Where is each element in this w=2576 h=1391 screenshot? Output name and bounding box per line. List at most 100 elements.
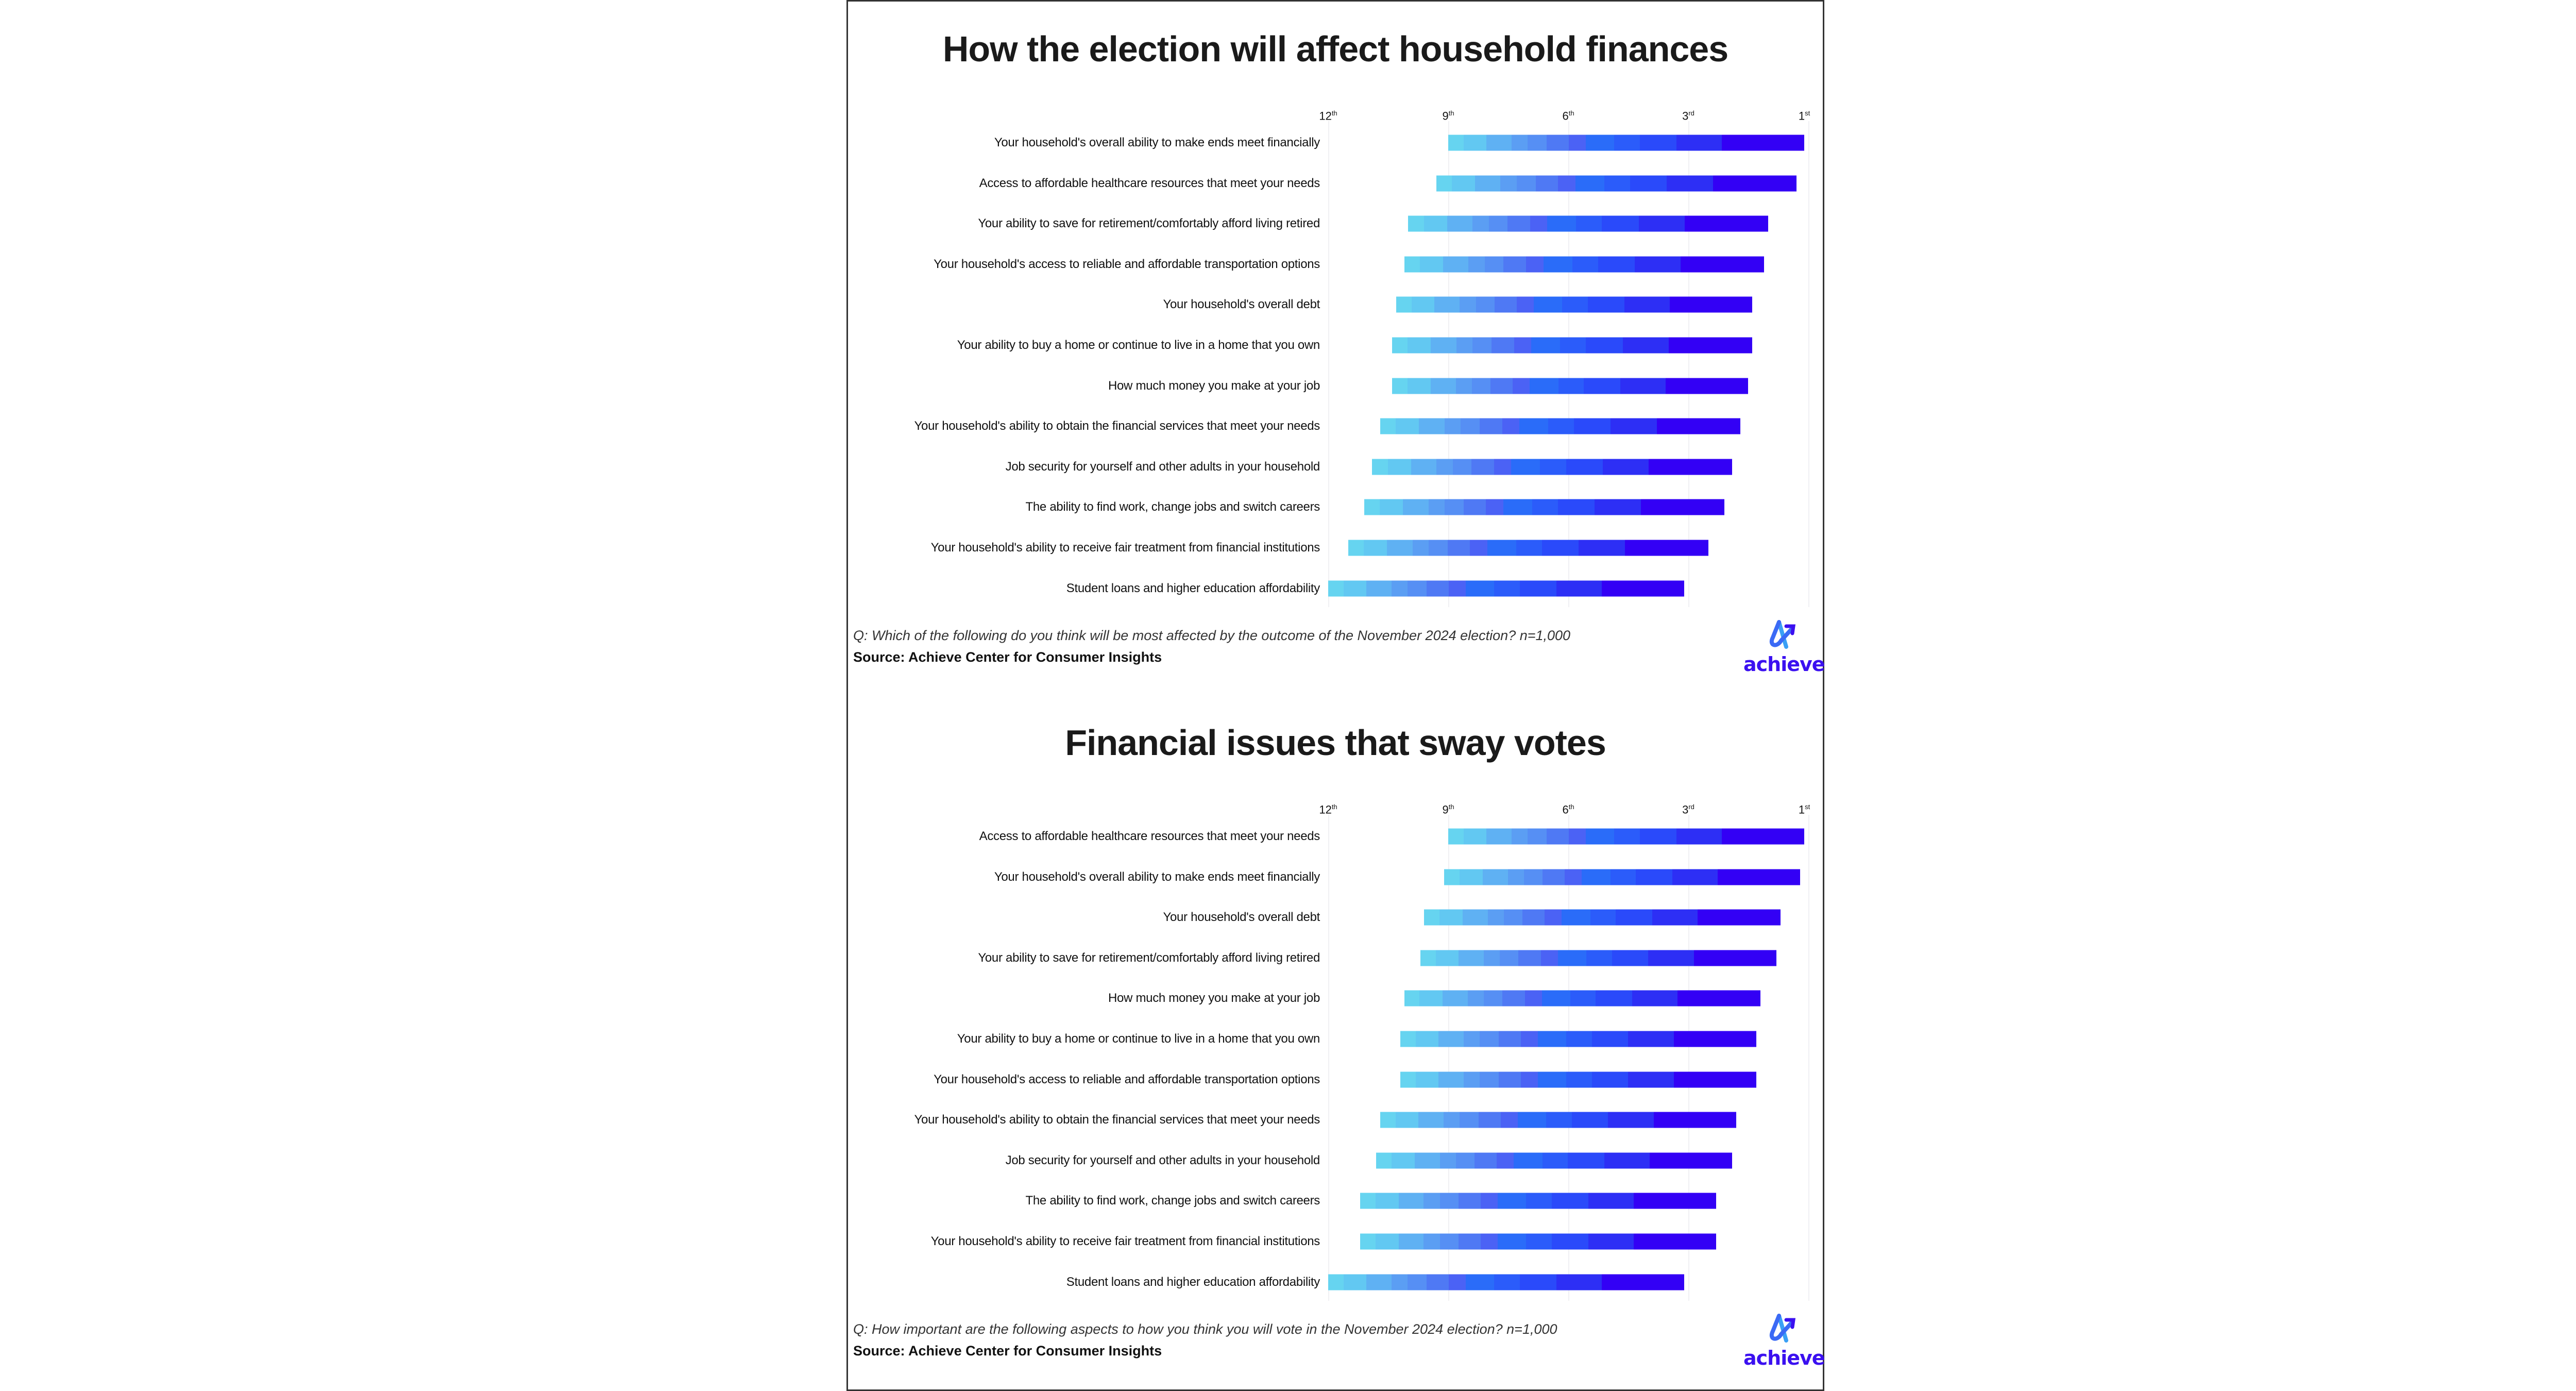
- bar-segment-rank-7: [1568, 135, 1586, 151]
- bar-segment-rank-1: [1436, 175, 1452, 192]
- bar-segment-rank-3: [1486, 135, 1512, 151]
- bar-segment-rank-1: [1408, 215, 1424, 232]
- bar-segment-rank-6: [1498, 1031, 1521, 1047]
- bar-segment-rank-10: [1519, 1274, 1556, 1291]
- bar-segment-rank-2: [1380, 499, 1403, 515]
- tick-suffix: th: [1448, 109, 1454, 117]
- gridline: [1448, 815, 1449, 1301]
- bar-segment-rank-10: [1596, 990, 1633, 1007]
- bar-segment-rank-2: [1392, 1152, 1415, 1169]
- tick-number: 12: [1319, 803, 1332, 816]
- gridline: [1688, 121, 1689, 608]
- bar-segment-rank-12: [1650, 1152, 1733, 1169]
- bar-segment-rank-12: [1698, 909, 1781, 926]
- bar-segment-rank-3: [1387, 540, 1413, 556]
- achieve-arrow-logo-icon: [1770, 620, 1796, 649]
- bar-segment-rank-1: [1380, 1112, 1396, 1128]
- category-label: Student loans and higher education affor…: [1066, 581, 1320, 595]
- bar-segment-rank-8: [1562, 909, 1590, 926]
- bar-segment-rank-7: [1516, 296, 1534, 313]
- bar-segment-rank-12: [1721, 828, 1805, 845]
- bar-segment-rank-2: [1451, 175, 1475, 192]
- stacked-bar: [1364, 499, 1724, 515]
- bar-segment-rank-4: [1472, 215, 1489, 232]
- bar-segment-rank-7: [1502, 418, 1519, 434]
- bar-segment-rank-8: [1517, 1112, 1547, 1128]
- tick-number: 3: [1682, 803, 1689, 816]
- bar-segment-rank-10: [1639, 828, 1676, 845]
- bar-segment-rank-5: [1516, 175, 1536, 192]
- bar-segment-rank-1: [1392, 378, 1408, 394]
- bar-segment-rank-4: [1436, 459, 1453, 475]
- bar-segment-rank-8: [1466, 1274, 1495, 1291]
- stacked-bar: [1392, 337, 1753, 354]
- bar-segment-rank-9: [1562, 296, 1588, 313]
- bar-segment-rank-1: [1404, 256, 1420, 273]
- bar-segment-rank-1: [1444, 869, 1460, 885]
- tick-suffix: st: [1805, 109, 1810, 117]
- bar-segment-rank-5: [1480, 1031, 1499, 1047]
- bar-segment-rank-2: [1343, 1274, 1367, 1291]
- bar-segment-rank-11: [1628, 1031, 1674, 1047]
- stacked-bar: [1420, 950, 1776, 966]
- bar-segment-rank-8: [1557, 950, 1586, 966]
- chart-panel-sway-votes: Financial issues that sway votes 12th 9th 6…: [846, 697, 1825, 1391]
- bar-segment-rank-8: [1511, 459, 1540, 475]
- category-label: Your household's overall debt: [1163, 910, 1320, 925]
- bar-segment-rank-11: [1624, 296, 1670, 313]
- bar-segment-rank-3: [1459, 950, 1484, 966]
- bar-segment-rank-1: [1424, 909, 1440, 926]
- bar-segment-rank-5: [1523, 869, 1543, 885]
- bar-segment-rank-6: [1542, 869, 1565, 885]
- bar-segment-rank-12: [1601, 1274, 1685, 1291]
- bar-segment-rank-4: [1512, 828, 1528, 845]
- bar-segment-rank-11: [1604, 1152, 1650, 1169]
- bar-segment-rank-5: [1484, 256, 1504, 273]
- bar-segment-rank-8: [1586, 828, 1615, 845]
- bar-segment-rank-2: [1435, 950, 1459, 966]
- bar-segment-rank-11: [1652, 909, 1698, 926]
- bar-segment-rank-5: [1408, 580, 1427, 597]
- bar-segment-rank-8: [1534, 296, 1563, 313]
- bar-segment-rank-5: [1455, 1152, 1475, 1169]
- x-tick-label: 12th: [1319, 107, 1337, 123]
- source-note: Source: Achieve Center for Consumer Insi…: [853, 649, 1162, 665]
- chart-panel-household-finances: How the election will affect household f…: [846, 0, 1825, 698]
- category-label: Student loans and higher education affor…: [1066, 1275, 1320, 1289]
- bar-segment-rank-1: [1372, 459, 1388, 475]
- bar-segment-rank-8: [1498, 1193, 1527, 1209]
- bar-segment-rank-5: [1445, 499, 1464, 515]
- stacked-bar: [1408, 215, 1769, 232]
- bar-segment-rank-8: [1543, 256, 1572, 273]
- bar-segment-rank-3: [1443, 256, 1469, 273]
- bar-segment-rank-2: [1415, 1071, 1439, 1088]
- bar-segment-rank-7: [1530, 215, 1548, 232]
- category-label: Your household's ability to obtain the f…: [914, 419, 1320, 433]
- bar-segment-rank-3: [1475, 175, 1501, 192]
- bar-segment-rank-10: [1552, 1233, 1588, 1250]
- bar-segment-rank-12: [1624, 540, 1708, 556]
- bar-segment-rank-2: [1411, 296, 1435, 313]
- bar-segment-rank-5: [1500, 950, 1519, 966]
- bar-segment-rank-7: [1481, 1193, 1498, 1209]
- bar-segment-rank-8: [1530, 378, 1558, 394]
- gridline: [1328, 121, 1329, 608]
- bar-segment-rank-10: [1598, 256, 1635, 273]
- bar-segment-rank-9: [1542, 1152, 1568, 1169]
- bar-segment-rank-6: [1503, 256, 1527, 273]
- bar-segment-rank-7: [1568, 828, 1586, 845]
- bar-segment-rank-6: [1502, 990, 1525, 1007]
- stacked-bar: [1396, 296, 1753, 313]
- stacked-bar: [1380, 418, 1740, 434]
- bar-segment-rank-11: [1611, 418, 1657, 434]
- x-tick-label: 12th: [1319, 800, 1337, 816]
- bar-segment-rank-4: [1468, 256, 1485, 273]
- category-label: The ability to find work, change jobs an…: [1025, 1194, 1320, 1208]
- bar-segment-rank-5: [1472, 337, 1492, 354]
- bar-segment-rank-2: [1460, 869, 1483, 885]
- category-label: Your ability to buy a home or continue t…: [957, 1032, 1320, 1046]
- bar-segment-rank-7: [1520, 1031, 1538, 1047]
- bar-segment-rank-1: [1360, 1233, 1376, 1250]
- bar-segment-rank-12: [1601, 580, 1685, 597]
- bar-segment-rank-6: [1471, 459, 1494, 475]
